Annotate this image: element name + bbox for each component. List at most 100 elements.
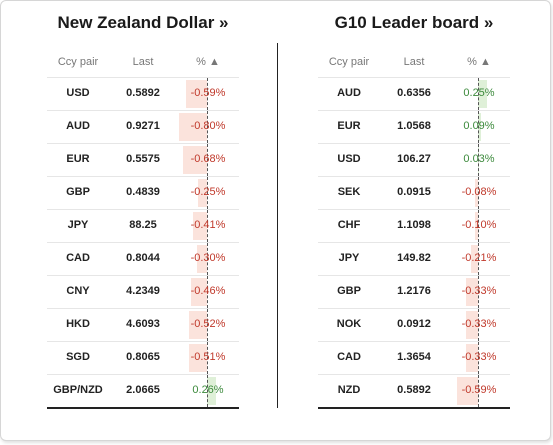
zero-line: [478, 243, 479, 275]
zero-line: [478, 276, 479, 308]
table-row[interactable]: AUD 0.9271 -0.80%: [47, 111, 239, 144]
ccy-pair-cell[interactable]: CNY: [66, 285, 90, 297]
pct-change-value: -0.33%: [461, 285, 497, 297]
last-price-cell: 1.3654: [397, 351, 431, 363]
pct-change-bar: [474, 212, 478, 240]
table-row[interactable]: SEK 0.0915 -0.08%: [318, 177, 510, 210]
last-price-cell: 106.27: [397, 153, 431, 165]
zero-line: [478, 342, 479, 374]
ccy-pair-cell[interactable]: NZD: [337, 384, 361, 396]
table-row[interactable]: GBP 1.2176 -0.33%: [318, 276, 510, 309]
last-price-cell: 2.0665: [126, 384, 160, 396]
pct-change-value: -0.51%: [190, 351, 226, 363]
ccy-pair-cell[interactable]: GBP/NZD: [53, 384, 103, 396]
pct-change-value: 0.03%: [463, 153, 495, 165]
pct-change-cell: 0.09%: [448, 111, 510, 143]
last-price-cell: 0.8065: [126, 351, 160, 363]
pct-change-cell: 0.25%: [448, 78, 510, 110]
table-row[interactable]: HKD 4.6093 -0.52%: [47, 309, 239, 342]
table-row[interactable]: EUR 1.0568 0.09%: [318, 111, 510, 144]
pct-change-bar: [466, 278, 478, 306]
table-row[interactable]: USD 0.5892 -0.59%: [47, 78, 239, 111]
last-price-cell: 0.5892: [397, 384, 431, 396]
table-row[interactable]: GBP/NZD 2.0665 0.26%: [47, 375, 239, 409]
ccy-pair-cell[interactable]: JPY: [67, 219, 89, 231]
ccy-pair-cell[interactable]: CAD: [66, 252, 90, 264]
table-row[interactable]: NOK 0.0912 -0.33%: [318, 309, 510, 342]
ccy-pair-cell[interactable]: SEK: [337, 186, 361, 198]
ccy-pair-cell[interactable]: EUR: [66, 153, 90, 165]
g10-table-body: AUD 0.6356 0.25% EUR 1.0568 0.09% USD 106.27 0.0…: [318, 78, 510, 409]
ccy-pair-cell[interactable]: GBP: [337, 285, 361, 297]
table-row[interactable]: CAD 1.3654 -0.33%: [318, 342, 510, 375]
zero-line: [478, 375, 479, 407]
pct-change-cell: -0.33%: [448, 309, 510, 341]
table-row[interactable]: CAD 0.8044 -0.30%: [47, 243, 239, 276]
ccy-pair-cell[interactable]: CHF: [337, 219, 361, 231]
ccy-pair-cell[interactable]: USD: [66, 87, 90, 99]
pct-change-bar: [470, 245, 478, 273]
zero-line: [207, 309, 208, 341]
ccy-pair-cell[interactable]: EUR: [337, 120, 361, 132]
ccy-pair-cell[interactable]: JPY: [338, 252, 360, 264]
pct-change-cell: -0.59%: [177, 78, 239, 110]
pct-change-value: -0.80%: [190, 120, 226, 132]
pct-change-value: 0.25%: [463, 87, 495, 99]
zero-line: [478, 144, 479, 176]
zero-line: [207, 144, 208, 176]
pct-change-value: -0.21%: [461, 252, 497, 264]
table-row[interactable]: EUR 0.5575 -0.68%: [47, 144, 239, 177]
ccy-pair-cell[interactable]: SGD: [66, 351, 90, 363]
table-row[interactable]: JPY 88.25 -0.41%: [47, 210, 239, 243]
table-row[interactable]: GBP 0.4839 -0.25%: [47, 177, 239, 210]
ccy-pair-cell[interactable]: GBP: [66, 186, 90, 198]
pct-change-bar: [196, 245, 207, 273]
ccy-pair-cell[interactable]: AUD: [337, 87, 361, 99]
pct-change-cell: -0.41%: [177, 210, 239, 242]
header-ccy-pair: Ccy pair: [57, 56, 99, 68]
nzd-panel-title-link[interactable]: New Zealand Dollar »: [57, 13, 229, 32]
table-row[interactable]: CNY 4.2349 -0.46%: [47, 276, 239, 309]
pct-change-value: -0.68%: [190, 153, 226, 165]
ccy-pair-cell[interactable]: CAD: [337, 351, 361, 363]
nzd-table-body: USD 0.5892 -0.59% AUD 0.9271 -0.80% EUR 0.5575 -…: [47, 78, 239, 409]
pct-change-bar: [189, 344, 207, 372]
pct-change-value: -0.30%: [190, 252, 226, 264]
ccy-pair-cell[interactable]: NOK: [336, 318, 362, 330]
pct-change-cell: -0.80%: [177, 111, 239, 143]
pct-change-bar: [466, 344, 478, 372]
ccy-pair-cell[interactable]: USD: [337, 153, 361, 165]
last-price-cell: 0.6356: [397, 87, 431, 99]
table-row[interactable]: USD 106.27 0.03%: [318, 144, 510, 177]
last-price-cell: 4.2349: [126, 285, 160, 297]
pct-change-cell: -0.30%: [177, 243, 239, 275]
table-row[interactable]: CHF 1.1098 -0.10%: [318, 210, 510, 243]
ccy-pair-cell[interactable]: AUD: [66, 120, 90, 132]
pct-change-bar: [207, 377, 217, 405]
g10-table-header: Ccy pair Last % ▲: [318, 53, 510, 78]
zero-line: [207, 111, 208, 143]
pct-change-cell: -0.52%: [177, 309, 239, 341]
header-pct-sort[interactable]: % ▲: [467, 56, 491, 68]
pct-change-cell: -0.21%: [448, 243, 510, 275]
header-pct-sort[interactable]: % ▲: [196, 56, 220, 68]
pct-change-bar: [478, 113, 482, 141]
g10-panel-title-link[interactable]: G10 Leader board »: [334, 13, 494, 32]
last-price-cell: 0.5575: [126, 153, 160, 165]
table-row[interactable]: NZD 0.5892 -0.59%: [318, 375, 510, 409]
pct-change-bar: [183, 146, 207, 174]
header-ccy-pair: Ccy pair: [328, 56, 370, 68]
table-row[interactable]: AUD 0.6356 0.25%: [318, 78, 510, 111]
last-price-cell: 4.6093: [126, 318, 160, 330]
pct-change-value: -0.33%: [461, 351, 497, 363]
nzd-table-header: Ccy pair Last % ▲: [47, 53, 239, 78]
ccy-pair-cell[interactable]: HKD: [66, 318, 90, 330]
last-price-cell: 88.25: [129, 219, 157, 231]
pct-change-bar: [466, 311, 478, 339]
pct-change-bar: [457, 377, 478, 405]
table-row[interactable]: SGD 0.8065 -0.51%: [47, 342, 239, 375]
pct-change-cell: 0.03%: [448, 144, 510, 176]
last-price-cell: 0.4839: [126, 186, 160, 198]
pct-change-cell: -0.59%: [448, 375, 510, 407]
table-row[interactable]: JPY 149.82 -0.21%: [318, 243, 510, 276]
